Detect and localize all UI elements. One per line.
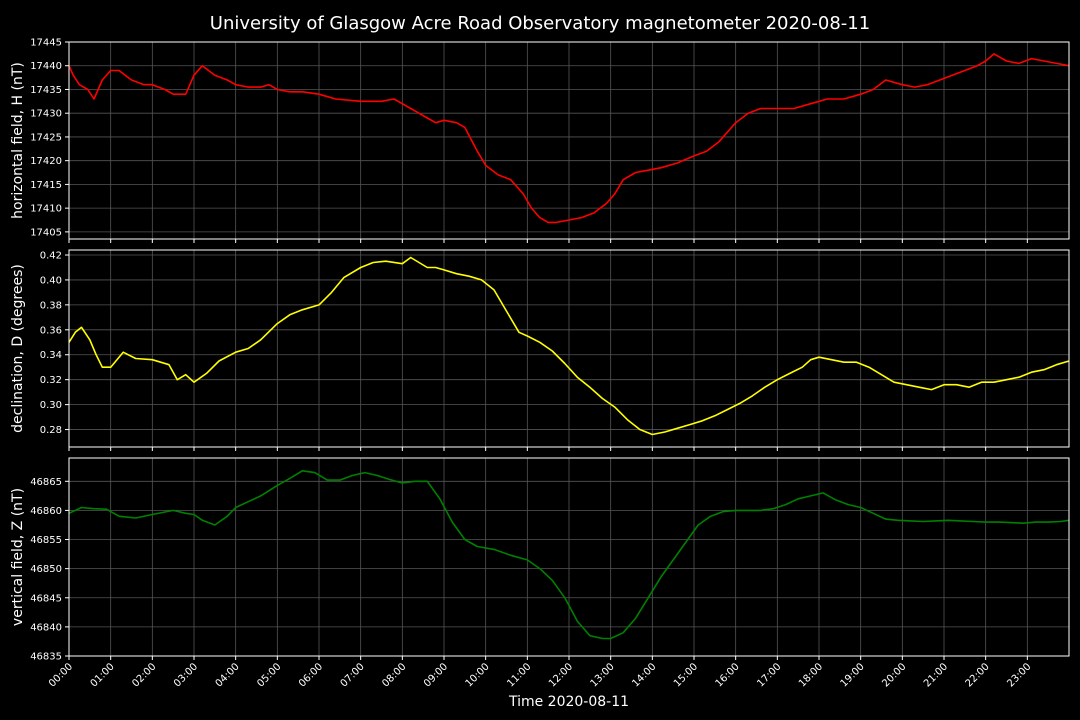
panel-d-y-tick-label: 0.36: [40, 325, 62, 336]
panel-d-y-tick-label: 0.38: [40, 300, 62, 311]
panel-h-y-tick-label: 17435: [30, 85, 62, 96]
panel-z-y-tick-label: 46865: [30, 477, 62, 488]
panel-h-y-tick-label: 17415: [30, 180, 62, 191]
panel-z-y-tick-label: 46850: [30, 564, 62, 575]
panel-h-y-tick-label: 17440: [30, 61, 62, 72]
panel-z-y-tick-label: 46860: [30, 506, 62, 517]
panel-h-y-tick-label: 17430: [30, 109, 62, 120]
panel-h-y-axis-label: horizontal field, H (nT): [10, 62, 26, 219]
panel-z: 46835 46840 46845 46850 46855 46860 46865 verti…: [10, 457, 1070, 663]
panel-d-y-tick-label: 0.40: [40, 275, 62, 286]
panel-d-y-tick-label: 0.30: [40, 400, 62, 411]
panel-z-y-tick-label: 46835: [30, 652, 62, 663]
panel-d-grid: [68, 250, 1069, 447]
panel-d-y-tick-label: 0.28: [40, 425, 62, 436]
panel-h-y-tick-label: 17410: [30, 204, 62, 215]
panel-d: 0.28 0.30 0.32 0.34 0.36 0.38 0.40 0.42 declinat…: [10, 249, 1070, 451]
panel-d-series-line: [68, 256, 1070, 436]
panel-d-y-tick-label: 0.42: [40, 250, 62, 261]
panel-h-y-tick-label: 17425: [30, 132, 62, 143]
panel-d-y-tick-label: 0.32: [40, 375, 62, 386]
panel-h-y-tick-label: 17420: [30, 156, 62, 167]
panel-z-y-tick-label: 46845: [30, 593, 62, 604]
panel-d-y-axis-label: declination, D (degrees): [10, 264, 26, 433]
panel-h-y-tick-label: 17405: [30, 227, 62, 238]
panel-z-series-line: [68, 470, 1070, 640]
panel-h-grid: [68, 41, 1069, 239]
panel-z-y-tick-label: 46855: [30, 535, 62, 546]
panel-h: 17405 17410 17415 17420 17425 17430 17435 17440…: [10, 38, 1070, 243]
panel-h-y-tick-label: 17445: [30, 38, 62, 49]
panel-d-y-tick-label: 0.34: [40, 350, 62, 361]
panel-z-y-axis-label: vertical field, Z (nT): [10, 488, 26, 626]
x-axis-label: Time 2020-08-11: [508, 694, 629, 710]
panel-z-y-tick-label: 46840: [30, 622, 62, 633]
panel-h-series-line: [68, 53, 1070, 224]
chart-title: University of Glasgow Acre Road Observat…: [210, 13, 870, 34]
